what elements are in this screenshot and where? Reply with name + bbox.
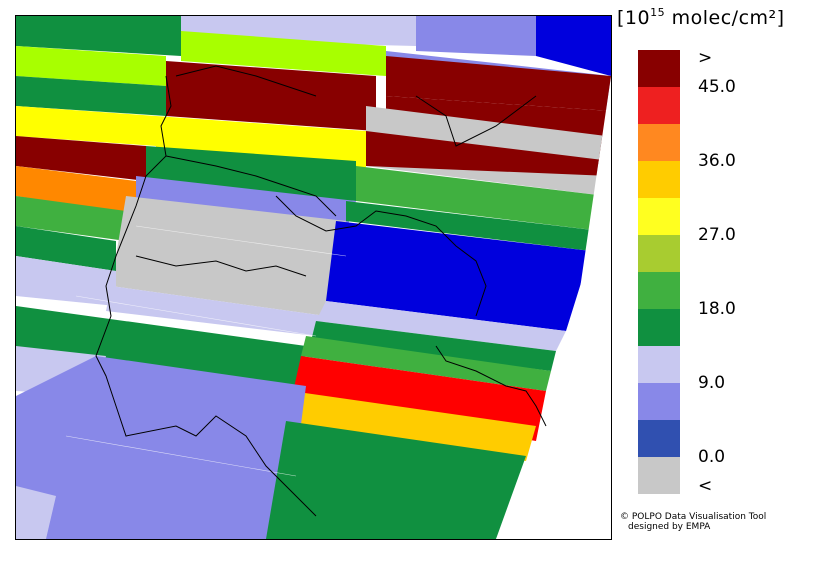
swath-pixel [416,16,536,56]
swath-pixel [346,201,601,251]
swath-pixel [16,136,146,181]
credit-line-2: designed by EMPA [628,522,711,532]
legend-swatch [638,383,680,420]
legend-label: 45.0 [698,77,736,97]
legend-title-prefix: [10 [617,7,651,29]
legend-swatch [638,309,680,346]
country-borders [95,65,607,517]
swath-pixel [536,16,611,76]
credit-line-1: © POLPO Data Visualisation Tool [620,512,767,522]
legend-swatch [638,457,680,494]
swath-pixels [16,16,611,539]
swath-pixel [111,196,346,316]
legend-label: 0.0 [698,447,726,467]
legend-swatch [638,198,680,235]
swath-pixel [356,166,606,231]
swath-pixel [16,256,116,306]
legend-swatch [638,161,680,198]
swath-pixel [166,61,376,131]
credit-text: © POLPO Data Visualisation Tool designed… [620,512,766,532]
satellite-swath-map [16,16,611,539]
swath-pixel [106,286,326,336]
legend-swatch [638,420,680,457]
legend-swatch [638,124,680,161]
legend-title: [1015 molec/cm²] [617,6,785,29]
legend-label: 18.0 [698,299,736,319]
legend-swatch [638,272,680,309]
legend-swatch [638,346,680,383]
legend-swatch [638,87,680,124]
swath-pixel [16,46,166,86]
legend-swatch [638,50,680,87]
legend-title-suffix: molec/cm²] [665,7,785,29]
swath-pixel [366,131,611,176]
swath-pixel [386,56,611,111]
swath-pixel [16,166,136,216]
swath-pixel [266,421,526,539]
swath-pixel [311,321,556,371]
swath-pixel [326,221,591,331]
swath-pixel [16,106,156,146]
swath-pixel [16,486,56,539]
legend-label: 9.0 [698,373,726,393]
legend-label: > [698,48,713,68]
swath-pixel [16,196,126,241]
swath-pixel [181,31,386,76]
legend-label: 27.0 [698,225,736,245]
map-panel [15,15,612,540]
legend-title-exponent: 15 [650,6,666,19]
swath-pixel [316,301,566,351]
swath-pixel [16,76,166,116]
swath-pixel [16,16,181,56]
swath-seams [65,225,347,477]
legend-swatch [638,235,680,272]
swath-pixel [286,391,536,461]
legend-label: 36.0 [698,151,736,171]
legend-label: < [698,476,713,496]
swath-pixel [16,356,306,539]
